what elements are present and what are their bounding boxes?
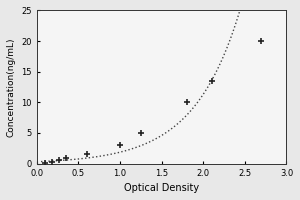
Y-axis label: Concentration(ng/mL): Concentration(ng/mL): [7, 37, 16, 137]
X-axis label: Optical Density: Optical Density: [124, 183, 199, 193]
